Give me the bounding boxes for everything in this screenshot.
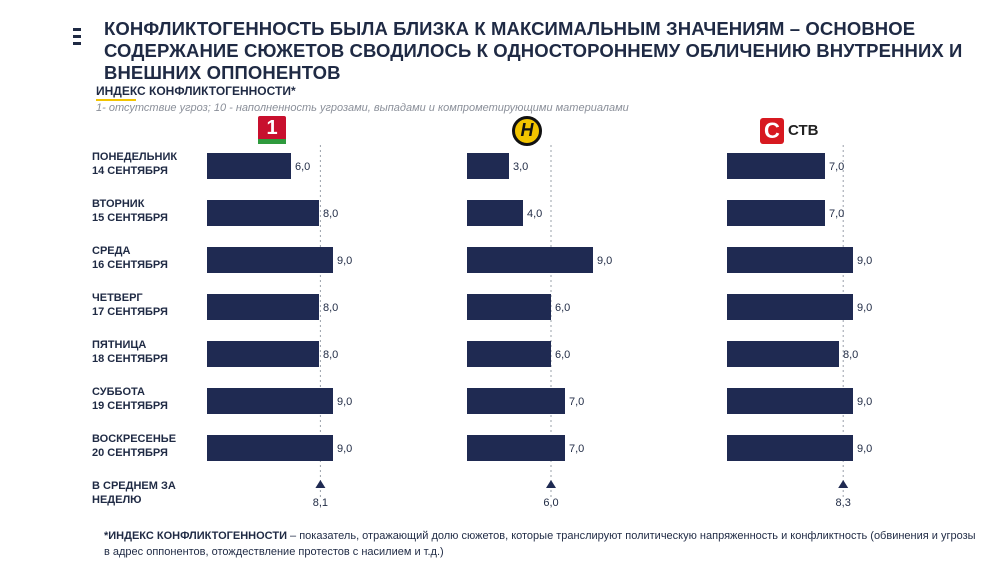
bar-value-label: 9,0 [857,302,872,314]
menu-icon [73,28,81,49]
ont-logo-letter: Н [520,120,534,140]
bar-value-label: 8,0 [323,349,338,361]
bar [727,294,853,320]
bar [467,341,551,367]
average-label-line2: НЕДЕЛЮ [92,494,142,506]
belarus1-logo-stripe [258,139,286,144]
row-label-day: СРЕДА [92,245,131,257]
bar [207,388,333,414]
bar-value-label: 3,0 [513,161,528,173]
stv-logo-box: С [760,118,784,144]
belarus1-logo-number: 1 [266,117,278,139]
row-label-day: СУББОТА [92,386,145,398]
belarus1-logo: 1 [258,116,286,144]
row-label-date: 20 СЕНТЯБРЯ [92,447,168,459]
bar [467,294,551,320]
bar [207,294,319,320]
stv-logo: С СТВ [760,118,820,144]
average-value-label: 8,3 [836,497,851,509]
bar-value-label: 7,0 [829,161,844,173]
bar [727,341,839,367]
bar [467,153,509,179]
row-label-date: 17 СЕНТЯБРЯ [92,306,168,318]
row-label-day: ПОНЕДЕЛЬНИК [92,151,178,163]
average-label-line1: В СРЕДНЕМ ЗА [92,480,176,492]
bar-value-label: 8,0 [323,302,338,314]
bar [727,435,853,461]
row-label-date: 14 СЕНТЯБРЯ [92,165,168,177]
bar [727,153,825,179]
footnote-text: – показатель, отражающий долю сюжетов, к… [104,530,976,558]
bar [727,200,825,226]
bar-value-label: 9,0 [337,396,352,408]
bar [467,388,565,414]
bar-value-label: 7,0 [569,396,584,408]
row-label: ВТОРНИК 15 СЕНТЯБРЯ [92,197,202,225]
average-marker [546,480,556,488]
bar-value-label: 6,0 [295,161,310,173]
bar-value-label: 7,0 [569,443,584,455]
bar-value-label: 8,0 [843,349,858,361]
bar [207,435,333,461]
average-marker [315,480,326,488]
bar [467,200,523,226]
bar-value-label: 9,0 [857,443,872,455]
row-label-date: 15 СЕНТЯБРЯ [92,212,168,224]
average-marker [838,480,849,488]
average-value-label: 8,1 [313,497,328,509]
bar [727,388,853,414]
row-label: ЧЕТВЕРГ 17 СЕНТЯБРЯ [92,291,202,319]
bar-value-label: 9,0 [337,255,352,267]
row-label: ВОСКРЕСЕНЬЕ 20 СЕНТЯБРЯ [92,432,202,460]
bar-value-label: 9,0 [597,255,612,267]
average-label: В СРЕДНЕМ ЗА НЕДЕЛЮ [92,479,202,507]
conflict-index-chart: 6,0 8,0 9,0 8,0 8,0 9,0 9,0 8,1 3,0 4,0 9,0 6,0 6,0 7… [207,145,872,509]
row-label-day: ВОСКРЕСЕНЬЕ [92,433,177,445]
bar-value-label: 7,0 [829,208,844,220]
bar-value-label: 6,0 [555,349,570,361]
page-title: КОНФЛИКТОГЕННОСТЬ БЫЛА БЛИЗКА К МАКСИМАЛ… [104,18,963,83]
bar [467,435,565,461]
row-label: ПЯТНИЦА 18 СЕНТЯБРЯ [92,338,202,366]
index-description: 1- отсутствие угроз; 10 - наполненность … [96,102,629,114]
bar-value-label: 9,0 [857,255,872,267]
index-label: ИНДЕКС КОНФЛИКТОГЕННОСТИ* [96,84,296,98]
bar-value-label: 9,0 [337,443,352,455]
stv-logo-text: СТВ [788,122,819,139]
row-label-day: ПЯТНИЦА [92,339,147,351]
footnote: *ИНДЕКС КОНФЛИКТОГЕННОСТИ – показатель, … [104,528,984,560]
row-label-date: 18 СЕНТЯБРЯ [92,353,168,365]
row-label-date: 16 СЕНТЯБРЯ [92,259,168,271]
bar [467,247,593,273]
bar [207,153,291,179]
ont-logo: Н [512,116,542,146]
bar-value-label: 4,0 [527,208,542,220]
row-label: СРЕДА 16 СЕНТЯБРЯ [92,244,202,272]
row-label-day: ЧЕТВЕРГ [92,292,143,304]
row-label-date: 19 СЕНТЯБРЯ [92,400,168,412]
index-underline [96,99,136,101]
row-label: ПОНЕДЕЛЬНИК 14 СЕНТЯБРЯ [92,150,202,178]
bar-value-label: 6,0 [555,302,570,314]
row-label: СУББОТА 19 СЕНТЯБРЯ [92,385,202,413]
average-value-label: 6,0 [543,497,558,509]
bar-value-label: 9,0 [857,396,872,408]
bar [207,247,333,273]
row-label-day: ВТОРНИК [92,198,145,210]
bar-value-label: 8,0 [323,208,338,220]
footnote-term: *ИНДЕКС КОНФЛИКТОГЕННОСТИ [104,530,287,542]
bar [727,247,853,273]
bar [207,200,319,226]
bar [207,341,319,367]
